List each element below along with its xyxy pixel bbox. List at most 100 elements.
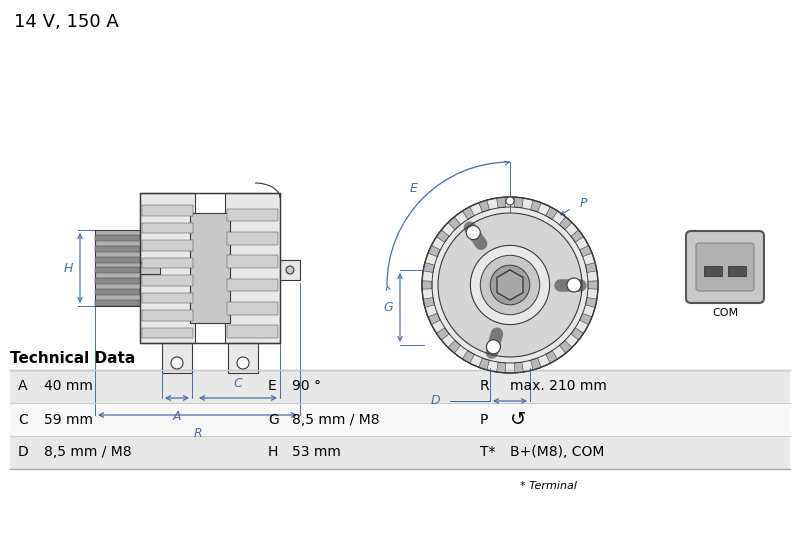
Circle shape [237,357,249,369]
Wedge shape [428,313,440,325]
Wedge shape [497,197,506,208]
Wedge shape [497,362,506,373]
Wedge shape [462,351,474,363]
Text: G: G [383,301,393,314]
Bar [228,343,258,373]
Bar [162,343,192,373]
Bar [142,222,193,233]
Wedge shape [437,230,449,242]
Text: P: P [580,197,587,209]
Bar [140,193,195,343]
Text: T*: T* [480,446,495,459]
Wedge shape [462,207,474,220]
Wedge shape [559,341,572,353]
Text: E: E [268,379,277,393]
Text: COM: COM [712,308,738,318]
Wedge shape [448,217,461,230]
Wedge shape [479,200,490,212]
Bar [142,293,193,303]
Wedge shape [530,200,541,212]
Bar [704,266,722,276]
Text: C: C [234,377,242,390]
Text: R: R [480,379,490,393]
Bar [142,310,193,320]
Wedge shape [580,245,592,257]
Bar [95,230,140,306]
Text: P: P [480,413,488,426]
Bar [728,266,746,276]
Text: 59 mm: 59 mm [44,413,93,426]
Wedge shape [514,197,523,208]
Text: 14 V, 150 A: 14 V, 150 A [14,13,118,31]
Wedge shape [423,263,434,272]
Text: R: R [193,427,202,440]
Wedge shape [514,362,523,373]
Wedge shape [559,217,572,230]
Circle shape [486,340,501,354]
Text: D: D [430,394,440,408]
FancyBboxPatch shape [686,231,764,303]
Text: ↺: ↺ [510,410,526,429]
Bar [95,300,140,306]
Bar [142,205,193,215]
Text: E: E [409,182,417,195]
Bar [10,403,790,436]
Circle shape [506,197,514,205]
Wedge shape [580,313,592,325]
Text: A: A [173,410,182,423]
Circle shape [480,255,540,314]
Wedge shape [571,328,583,340]
Bar [227,302,278,314]
Wedge shape [428,245,440,257]
Circle shape [466,225,480,239]
Text: * Terminal: * Terminal [520,481,577,491]
Bar [95,268,140,273]
Text: G: G [268,413,278,426]
Text: B+(M8), COM: B+(M8), COM [510,446,604,459]
Bar [10,436,790,469]
Wedge shape [546,207,558,220]
Bar [95,235,140,241]
Wedge shape [546,351,558,363]
Circle shape [422,197,598,373]
Wedge shape [479,358,490,370]
Text: 8,5 mm / M8: 8,5 mm / M8 [44,446,132,459]
Bar [227,279,278,292]
Circle shape [490,265,530,305]
Circle shape [470,245,550,325]
Circle shape [171,357,183,369]
Bar [142,275,193,286]
Wedge shape [588,281,598,289]
Polygon shape [497,270,523,300]
Circle shape [500,275,520,295]
Bar [95,289,140,295]
Text: Technical Data: Technical Data [10,351,135,366]
Bar [142,240,193,251]
Bar [95,256,140,263]
Text: H: H [268,446,278,459]
Bar [225,193,280,343]
Text: D: D [18,446,29,459]
Bar [140,262,160,274]
Text: max. 210 mm: max. 210 mm [510,379,607,393]
Bar [142,327,193,338]
Bar [227,255,278,268]
Bar [10,370,790,403]
Bar [95,246,140,252]
Wedge shape [423,297,434,308]
Wedge shape [586,263,597,272]
Text: A: A [18,379,27,393]
Text: 8,5 mm / M8: 8,5 mm / M8 [292,413,380,426]
Bar [142,257,193,268]
Text: H: H [63,262,73,274]
Text: 53 mm: 53 mm [292,446,341,459]
Text: C: C [18,413,28,426]
Text: 40 mm: 40 mm [44,379,93,393]
Wedge shape [571,230,583,242]
FancyBboxPatch shape [696,243,754,291]
Bar [190,213,230,323]
Wedge shape [530,358,541,370]
Circle shape [286,266,294,274]
Text: 90 °: 90 ° [292,379,321,393]
Circle shape [567,278,581,292]
